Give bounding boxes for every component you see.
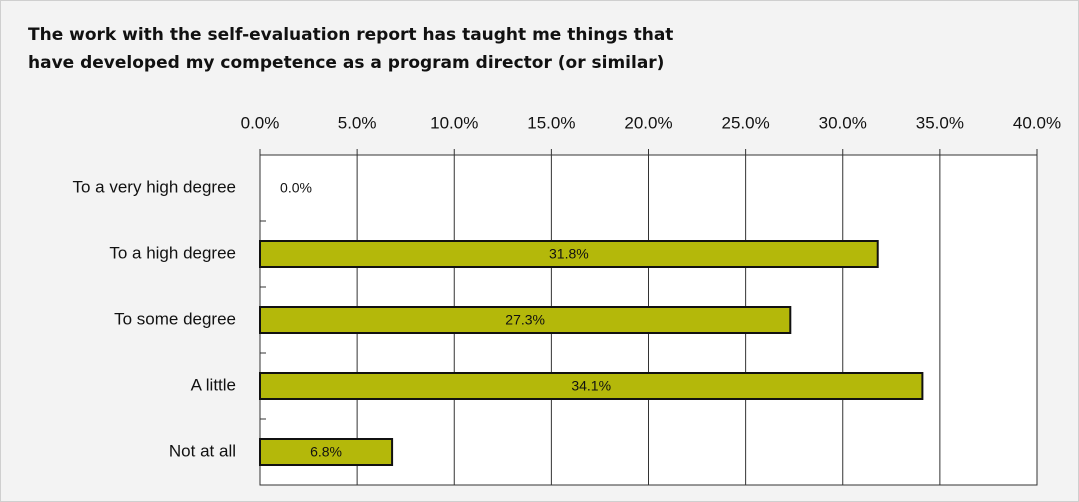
bar xyxy=(259,372,924,400)
x-tick-label: 35.0% xyxy=(916,113,964,132)
bar xyxy=(259,438,394,466)
value-label: 27.3% xyxy=(505,312,545,328)
x-tick-label: 40.0% xyxy=(1013,113,1061,132)
x-tick-label: 25.0% xyxy=(722,113,770,132)
bar xyxy=(259,306,792,334)
chart-title: have developed my competence as a progra… xyxy=(28,53,664,73)
y-tick-label: To some degree xyxy=(114,309,236,328)
x-tick-label: 10.0% xyxy=(430,113,478,132)
bar xyxy=(259,240,879,268)
y-tick-label: To a very high degree xyxy=(73,177,237,196)
x-tick-label: 30.0% xyxy=(819,113,867,132)
value-label: 31.8% xyxy=(549,246,589,262)
chart-title: The work with the self-evaluation report… xyxy=(28,25,673,45)
x-tick-label: 0.0% xyxy=(241,113,280,132)
value-label: 0.0% xyxy=(280,180,312,196)
x-tick-label: 5.0% xyxy=(338,113,377,132)
x-tick-label: 15.0% xyxy=(527,113,575,132)
y-tick-label: Not at all xyxy=(169,441,236,460)
x-tick-label: 20.0% xyxy=(624,113,672,132)
y-tick-label: A little xyxy=(191,375,236,394)
value-label: 6.8% xyxy=(310,444,342,460)
value-label: 34.1% xyxy=(571,378,611,394)
y-tick-label: To a high degree xyxy=(109,243,236,262)
